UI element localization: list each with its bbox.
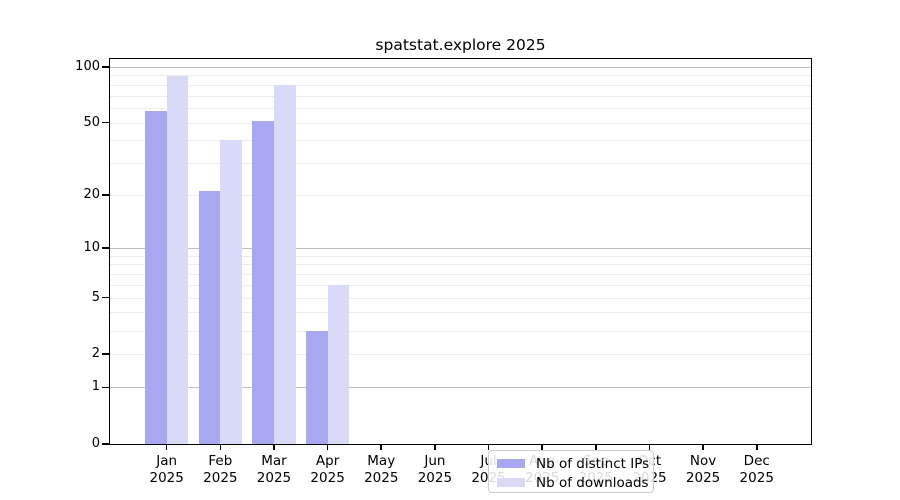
legend: Nb of distinct IPs Nb of downloads (488, 450, 654, 493)
y-tick-mark (102, 121, 109, 124)
x-tick-label-jun: Jun 2025 (417, 453, 453, 486)
x-tick-mark (219, 444, 222, 450)
x-tick-label-dec: Dec 2025 (739, 453, 774, 486)
bar-nb-of-downloads-apr (327, 284, 350, 444)
y-tick-mark (102, 65, 109, 68)
legend-item-downloads: Nb of downloads (497, 473, 653, 492)
gridline-minor (110, 330, 811, 332)
gridline-minor (110, 264, 811, 266)
bar-nb-of-distinct-ips-apr (306, 330, 328, 444)
y-tick-label: 10 (83, 239, 100, 255)
bar-nb-of-downloads-jan (166, 76, 189, 444)
chart-title: spatstat.explore 2025 (375, 36, 546, 54)
y-tick-mark (102, 194, 109, 196)
x-tick-mark (541, 444, 543, 450)
y-tick-label: 2 (91, 346, 100, 362)
gridline-minor (110, 95, 811, 97)
legend-label-distinct-ips: Nb of distinct IPs (536, 455, 650, 472)
y-tick-mark (102, 247, 109, 249)
x-tick-mark (487, 444, 490, 450)
y-tick-mark (102, 443, 109, 445)
gridline-minor (110, 84, 811, 86)
x-tick-label-nov: Nov 2025 (685, 453, 721, 486)
y-tick-label: 20 (83, 187, 100, 203)
x-tick-mark (648, 444, 651, 450)
y-tick-mark (102, 296, 109, 299)
gridline-major (110, 387, 811, 389)
gridline-minor (110, 140, 811, 142)
gridline-minor (110, 274, 811, 275)
x-tick-mark (380, 444, 383, 450)
x-tick-label-feb: Feb 2025 (203, 453, 238, 486)
bar-nb-of-distinct-ips-mar (252, 120, 274, 444)
bar-nb-of-downloads-mar (273, 84, 296, 444)
x-tick-mark (273, 444, 275, 450)
bar-nb-of-distinct-ips-jan (145, 110, 167, 444)
x-tick-mark (755, 444, 758, 450)
gridline-minor (110, 284, 811, 286)
bar-nb-of-downloads-feb (220, 140, 242, 444)
gridline-minor (110, 354, 811, 356)
x-tick-mark (326, 444, 329, 450)
gridline-minor (110, 107, 811, 109)
bar-nb-of-distinct-ips-feb (198, 191, 221, 444)
gridline-minor (110, 297, 811, 299)
legend-label-downloads: Nb of downloads (536, 474, 649, 491)
x-tick-mark (165, 444, 168, 450)
gridline-minor (110, 122, 811, 124)
legend-swatch-downloads (497, 478, 525, 487)
y-tick-label: 50 (83, 114, 100, 130)
y-tick-label: 5 (91, 289, 100, 305)
gridline-minor (110, 75, 811, 77)
y-tick-mark (102, 386, 109, 389)
legend-item-distinct-ips: Nb of distinct IPs (497, 454, 653, 473)
x-tick-mark (702, 444, 704, 450)
plot-area: 0 1 2 5 10 20 50 100 Jan 2025 Feb 2025 Mar 2025 Apr 20… (75, 58, 812, 493)
y-tick-mark (102, 353, 109, 355)
gridline-minor (110, 255, 811, 257)
x-tick-label-may: May 2025 (364, 453, 399, 486)
x-tick-label-jan: Jan 2025 (149, 453, 184, 486)
gridline-major (110, 66, 811, 68)
gridline-major (110, 247, 811, 249)
x-tick-mark (595, 444, 597, 450)
gridline-minor (110, 312, 811, 314)
y-tick-label: 1 (91, 379, 100, 395)
x-tick-mark (434, 444, 436, 450)
x-tick-label-apr: Apr 2025 (310, 453, 345, 486)
gridline-minor (110, 163, 811, 165)
y-tick-label: 100 (75, 58, 100, 74)
gridline-minor (110, 195, 811, 197)
x-tick-label-mar: Mar 2025 (256, 453, 292, 486)
legend-swatch-distinct-ips (497, 459, 525, 468)
y-tick-label: 0 (91, 436, 100, 451)
